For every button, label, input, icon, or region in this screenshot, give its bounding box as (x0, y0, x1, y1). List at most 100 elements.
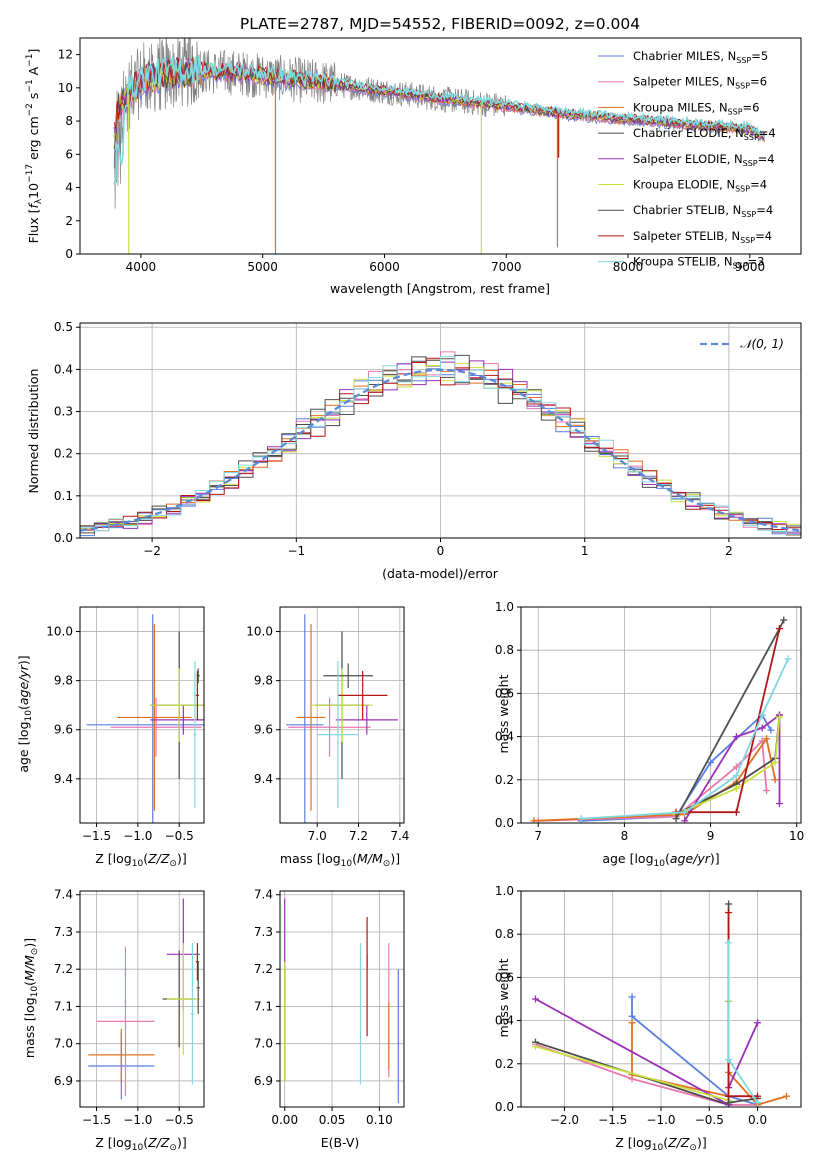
x-tick-label: 7.0 (308, 829, 327, 843)
y-tick-label: 8 (65, 114, 73, 128)
x-tick-label: 7 (534, 829, 542, 843)
y-tick-label: 0.2 (495, 1057, 514, 1071)
y-tick-label: 7.0 (254, 1037, 273, 1051)
errorbar-point-kroupa_stelib (317, 661, 359, 809)
y-tick-label: 7.4 (54, 888, 73, 902)
weight-marker (763, 787, 771, 795)
weight-marker (775, 625, 783, 633)
y-tick-label: 4 (65, 181, 73, 195)
legend-entry: Chabrier MILES, NSSP=5 (633, 49, 768, 65)
x-tick-label: 0 (437, 544, 445, 558)
errorbar-point-chabrier_stelib (196, 961, 200, 1014)
normal-distribution-curve (80, 368, 801, 532)
errorbar-point-salpeter_stelib (195, 943, 200, 981)
age-ylabel: age [log10(age/yr)] (16, 655, 34, 772)
ebv-xlabel: E(B-V) (321, 1135, 360, 1150)
weight-marker (775, 713, 783, 721)
y-tick-label: 7.1 (54, 999, 73, 1013)
spectrum-xlabel: wavelength [Angstrom, rest frame] (330, 281, 550, 296)
legend-entry: Kroupa STELIB, NSSP=3 (633, 255, 764, 271)
y-tick-label: 7.1 (254, 999, 273, 1013)
x-tick-label: 7.2 (349, 829, 368, 843)
legend-entry: Chabrier ELODIE, NSSP=4 (633, 126, 776, 142)
y-tick-label: 0.2 (54, 447, 73, 461)
y-tick-label: 0.3 (54, 405, 73, 419)
errorbar-point-salpeter_elodie (150, 705, 204, 735)
errorbar-point-salpeter_stelib (195, 670, 200, 720)
y-tick-label: 0.0 (495, 816, 514, 830)
y-tick-label: 1.0 (495, 600, 514, 614)
y-tick-label: 7.2 (54, 962, 73, 976)
y-tick-label: 1.0 (495, 884, 514, 898)
spectrum-legend: Chabrier MILES, NSSP=5 Salpeter MILES, NS… (598, 49, 776, 271)
weight-line-chabrier_miles (581, 713, 772, 822)
mass_vs_EBV-frame: 0.00 0.05 0.10 6.9 7.0 7.1 7.2 7.3 7.4 (254, 888, 405, 1127)
weight-marker (771, 759, 779, 767)
weight-Z-ylabel: mass weight (496, 958, 511, 1037)
errorbar-point-kroupa_miles (117, 624, 192, 811)
x-axis-labels: wavelength [Angstrom, rest frame] (data-… (95, 281, 719, 1153)
y-tick-label: 7.4 (254, 888, 273, 902)
weight-line-salpeter_miles (538, 738, 768, 822)
y-tick-label: 6.9 (54, 1074, 73, 1088)
y-tick-label: 9.4 (254, 772, 273, 786)
mass_vs_Z-frame: −1.5 −1.0 −0.5 6.9 7.0 7.1 7.2 7.3 7.4 (54, 888, 205, 1127)
y-tick-label: 2 (65, 214, 73, 228)
axes-frame (520, 606, 802, 824)
errorbar-point-salpeter_miles (96, 946, 155, 1096)
legend-entry: 𝒩(0, 1) (740, 337, 784, 351)
errorbar-point-kroupa_miles (88, 1028, 155, 1081)
x-tick-label: 0.0 (748, 1113, 767, 1127)
axes-frame (79, 37, 802, 255)
errorbar-point-kroupa_miles (296, 624, 326, 811)
legend-entry: Chabrier STELIB, NSSP=4 (633, 203, 773, 219)
weight-vs-metallicity-plot: −2.0 −1.5 −1.0 −0.5 0.0 0.0 0.2 0.4 0.6 0.8 1.0 (495, 884, 802, 1127)
x-tick-label: 9000 (735, 260, 766, 274)
weight-marker (771, 776, 779, 784)
age_vs_Z-frame: −1.5 −1.0 −0.5 9.4 9.6 9.8 10.0 (46, 606, 205, 843)
x-tick-label: 10 (789, 829, 804, 843)
x-tick-label: 5000 (247, 260, 278, 274)
x-tick-label: 7.4 (390, 829, 409, 843)
x-tick-label: −1 (287, 544, 305, 558)
weight-age-ylabel: mass weight (496, 674, 511, 753)
y-tick-label: 7.2 (254, 962, 273, 976)
y-axis-labels: Flux [fλ10−17 erg cm−2 s−1 A−1] Normed d… (16, 49, 511, 1059)
weight-marker (783, 1092, 791, 1100)
y-tick-label: 9.8 (54, 674, 73, 688)
errorbar-point-kroupa_elodie (150, 668, 204, 742)
x-tick-label: 6000 (369, 260, 400, 274)
weight-marker (531, 995, 539, 1003)
y-tick-label: 0.2 (495, 773, 514, 787)
errorbar-point-chabrier_stelib (323, 663, 373, 688)
mass-vs-metallicity-plot: −1.5 −1.0 −0.5 6.9 7.0 7.1 7.2 7.3 7.4 (54, 888, 205, 1127)
weight-marker (628, 1019, 636, 1027)
weight-marker (725, 1055, 733, 1063)
residual-histogram-kroupa_stelib (80, 356, 801, 535)
axes-frame (279, 890, 405, 1108)
x-tick-label: 0.00 (271, 1113, 298, 1127)
y-tick-label: 7.0 (54, 1037, 73, 1051)
x-tick-label: −1.5 (82, 1113, 111, 1127)
weight-marker (628, 1012, 636, 1020)
weight-marker (732, 733, 740, 741)
spectrum-frame: 4000 5000 6000 7000 8000 9000 0 2 4 6 8 10 12 (58, 37, 802, 274)
errorbar-point-salpeter_miles (288, 697, 371, 757)
x-tick-label: −1.5 (598, 1113, 627, 1127)
weight-marker (767, 726, 775, 734)
residuals-frame: −2 −1 0 1 2 0.0 0.1 0.2 0.3 0.4 0.5 (54, 320, 802, 558)
axes-frame (79, 890, 205, 1108)
spectrum-ylabel: Flux [fλ10−17 erg cm−2 s−1 A−1] (25, 49, 44, 244)
weight_vs_age-marks (530, 616, 792, 823)
errorbar-point-kroupa_elodie (311, 668, 373, 742)
x-tick-label: −1.5 (82, 829, 111, 843)
x-tick-label: 8 (621, 829, 629, 843)
weight-marker (577, 815, 585, 823)
weight-marker (758, 724, 766, 732)
weight-line-salpeter_elodie (535, 998, 759, 1107)
weight-marker (732, 763, 740, 771)
y-tick-label: 10 (58, 81, 73, 95)
x-tick-label: 4000 (126, 260, 157, 274)
x-tick-label: 2 (725, 544, 733, 558)
